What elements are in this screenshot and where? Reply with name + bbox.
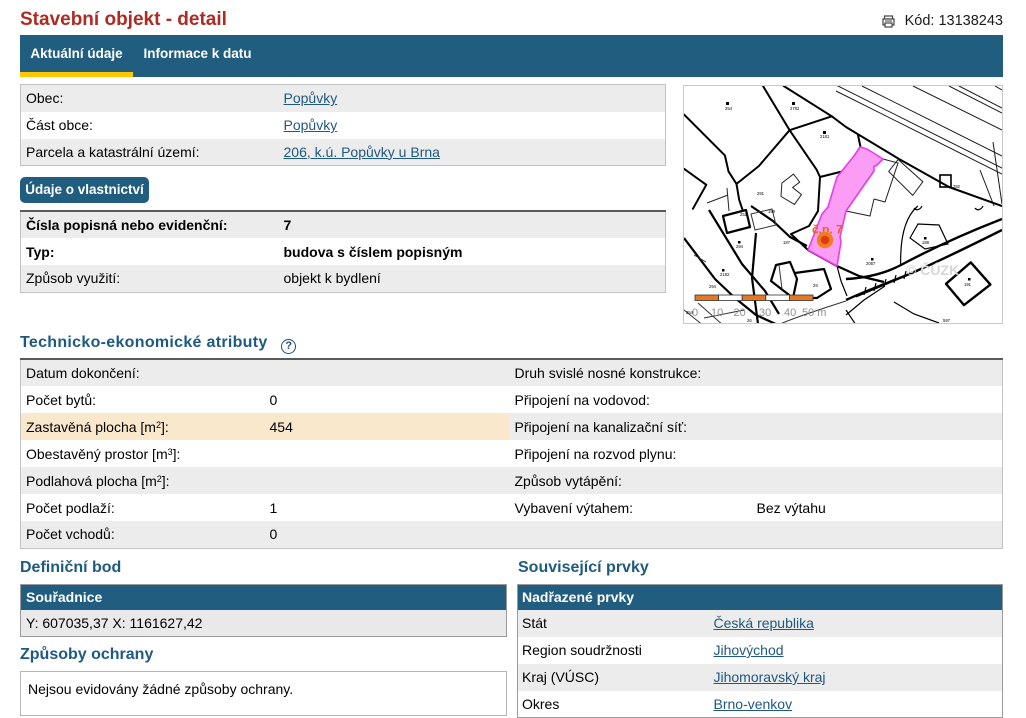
svg-text:199: 199 (768, 209, 776, 214)
svg-text:© ČÚZK: © ČÚZK (906, 261, 959, 278)
svg-text:597: 597 (943, 318, 951, 323)
svg-text:188: 188 (922, 240, 930, 245)
svg-text:2087: 2087 (866, 261, 876, 266)
svg-text:29: 29 (813, 283, 818, 288)
svg-text:40: 40 (784, 307, 796, 319)
svg-text:50 m: 50 m (802, 307, 826, 319)
svg-text:252: 252 (740, 212, 748, 217)
svg-text:191: 191 (964, 282, 972, 287)
svg-text:294: 294 (709, 284, 717, 289)
svg-text:30: 30 (759, 307, 771, 319)
svg-text:2782: 2782 (790, 106, 800, 111)
svg-text:291: 291 (757, 191, 765, 196)
svg-text:26: 26 (747, 318, 752, 323)
svg-text:254: 254 (725, 106, 733, 111)
svg-text:2182: 2182 (720, 272, 730, 277)
svg-text:10: 10 (711, 307, 723, 319)
svg-text:294: 294 (736, 244, 744, 249)
svg-text:254: 254 (686, 310, 694, 315)
svg-text:č.p. 7: č.p. 7 (812, 223, 843, 237)
svg-text:187: 187 (783, 240, 791, 245)
svg-text:0: 0 (692, 307, 698, 319)
svg-text:282: 282 (953, 184, 961, 189)
svg-text:20: 20 (734, 307, 746, 319)
svg-text:2181: 2181 (820, 134, 830, 139)
